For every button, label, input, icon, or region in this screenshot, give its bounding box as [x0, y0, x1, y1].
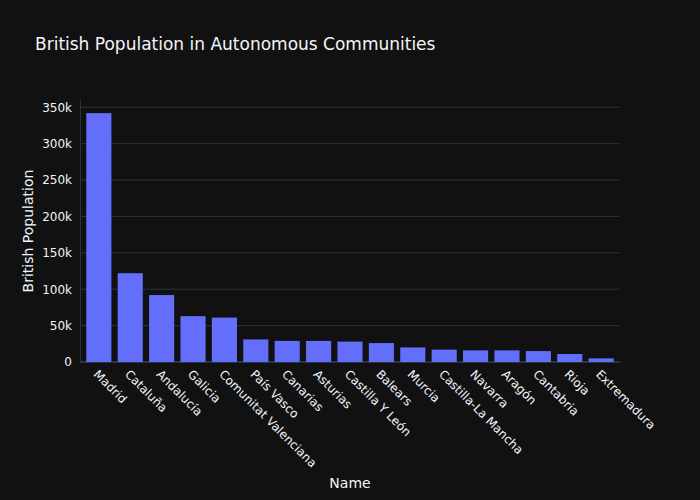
y-tick: 150k — [42, 246, 80, 260]
y-tick-label: 250k — [42, 173, 72, 187]
x-tick: Comunitat Valenciana — [216, 362, 319, 470]
x-tick-label: Extremadura — [593, 367, 658, 432]
bar[interactable] — [400, 347, 425, 362]
background — [0, 0, 700, 500]
y-tick-label: 350k — [42, 101, 72, 115]
y-tick-label: 0 — [64, 355, 72, 369]
chart: 0 50k 100k 150k 200k 250k 300k 350k MadridCatalu… — [0, 0, 700, 500]
x-tick: Navarra — [467, 362, 511, 411]
y-tick-label: 100k — [42, 283, 72, 297]
y-tick: 100k — [42, 283, 80, 297]
y-tick-label: 150k — [42, 246, 72, 260]
bar[interactable] — [526, 351, 551, 362]
x-tick-label: Galicia — [185, 367, 224, 406]
bar[interactable] — [589, 358, 614, 362]
y-tick: 250k — [42, 173, 80, 187]
bar[interactable] — [494, 350, 519, 362]
x-tick: Asturias — [311, 362, 355, 411]
y-tick: 0 — [64, 355, 80, 369]
bar[interactable] — [306, 341, 331, 362]
y-tick: 50k — [50, 319, 80, 333]
x-tick: Rioja — [562, 362, 593, 398]
bar[interactable] — [86, 113, 111, 362]
y-tick-label: 300k — [42, 137, 72, 151]
y-axis-line — [80, 101, 81, 363]
x-tick: Aragón — [499, 362, 539, 408]
grid-line — [80, 180, 620, 181]
bar[interactable] — [337, 342, 362, 362]
x-tick: Murcia — [405, 362, 443, 405]
grid-line — [80, 289, 620, 290]
y-tick: 300k — [42, 137, 80, 151]
bar[interactable] — [369, 343, 394, 362]
bar[interactable] — [463, 350, 488, 362]
x-tick: Madrid — [91, 362, 130, 406]
y-tick-label: 200k — [42, 210, 72, 224]
x-tick-label: Murcia — [405, 367, 443, 405]
x-tick-label: Madrid — [91, 367, 130, 406]
bar[interactable] — [275, 341, 300, 362]
x-tick: Galicia — [185, 362, 224, 406]
bar[interactable] — [243, 339, 268, 362]
grid — [80, 107, 620, 362]
bar[interactable] — [118, 273, 143, 362]
bar[interactable] — [557, 354, 582, 362]
y-tick: 350k — [42, 101, 80, 115]
bar[interactable] — [432, 350, 457, 362]
x-tick: Balears — [373, 362, 415, 409]
bar[interactable] — [180, 316, 205, 362]
x-tick: Extremadura — [593, 362, 658, 432]
grid-line — [80, 252, 620, 253]
y-axis-title: British Population — [20, 170, 36, 293]
bar[interactable] — [212, 318, 237, 362]
grid-line — [80, 216, 620, 217]
title: British Population in Autonomous Communi… — [35, 34, 436, 54]
x-axis-title: Name — [329, 475, 370, 491]
y-axis: 0 50k 100k 150k 200k 250k 300k 350k — [42, 101, 80, 370]
grid-line — [80, 107, 620, 108]
y-tick-label: 50k — [50, 319, 72, 333]
x-axis: MadridCataluñaAndalucíaGaliciaComunitat … — [81, 362, 659, 470]
bar[interactable] — [149, 295, 174, 362]
x-tick-label: Rioja — [562, 367, 593, 398]
x-axis-line — [81, 362, 621, 363]
grid-line — [80, 143, 620, 144]
y-tick: 200k — [42, 210, 80, 224]
bars — [86, 113, 613, 362]
